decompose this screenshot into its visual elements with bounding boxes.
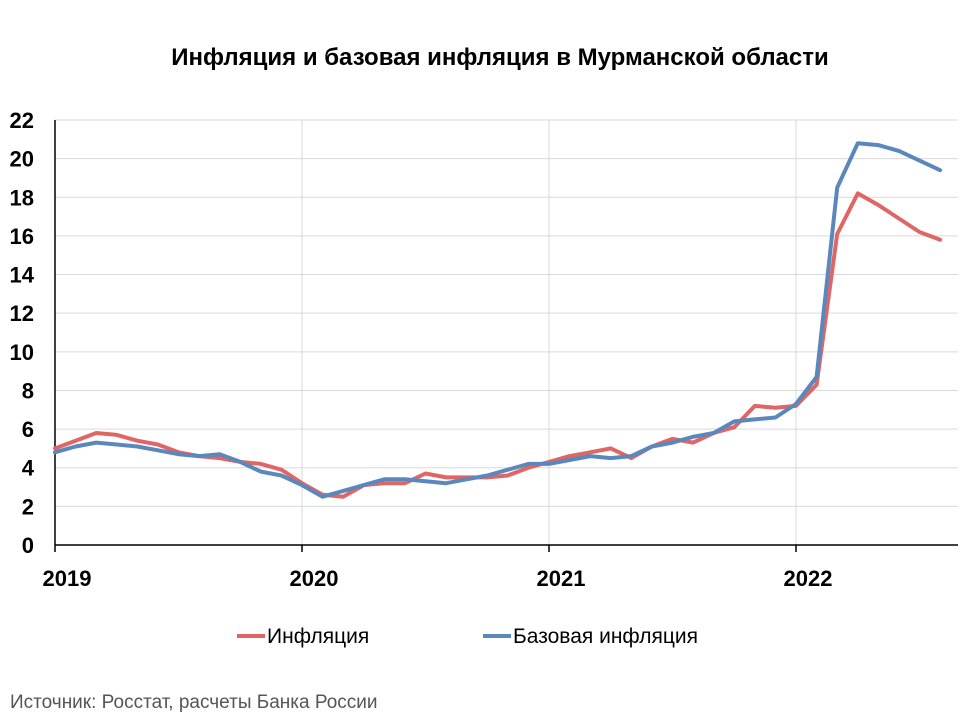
y-tick-label: 22: [10, 108, 34, 133]
grid-layer: [54, 119, 958, 545]
y-tick-label: 10: [10, 340, 34, 365]
y-tick-label: 8: [22, 378, 34, 403]
y-tick-label: 20: [10, 147, 34, 172]
y-tick-label: 4: [22, 456, 35, 481]
series-layer: [53, 141, 943, 499]
y-tick-label: 12: [10, 301, 34, 326]
series-line-0: [53, 191, 943, 499]
x-tick-label: 2020: [290, 566, 339, 591]
y-tick-label: 0: [22, 533, 34, 558]
y-tick-label: 14: [10, 263, 35, 288]
y-tick-label: 16: [10, 224, 34, 249]
y-tick-label: 6: [22, 417, 34, 442]
legend-label-1: Базовая инфляция: [513, 625, 698, 648]
legend-label-0: Инфляция: [267, 625, 369, 648]
y-tick-label: 2: [22, 494, 34, 519]
x-tick-label: 2019: [43, 566, 92, 591]
y-tick-label: 18: [10, 185, 34, 210]
series-line-1: [53, 141, 943, 499]
chart-title: Инфляция и базовая инфляция в Мурманской…: [171, 44, 829, 71]
legend: Инфляция Базовая инфляция: [237, 625, 698, 648]
x-tick-label: 2021: [537, 566, 586, 591]
source-note: Источник: Росстат, расчеты Банка России: [10, 692, 378, 713]
x-tick-label: 2022: [784, 566, 833, 591]
